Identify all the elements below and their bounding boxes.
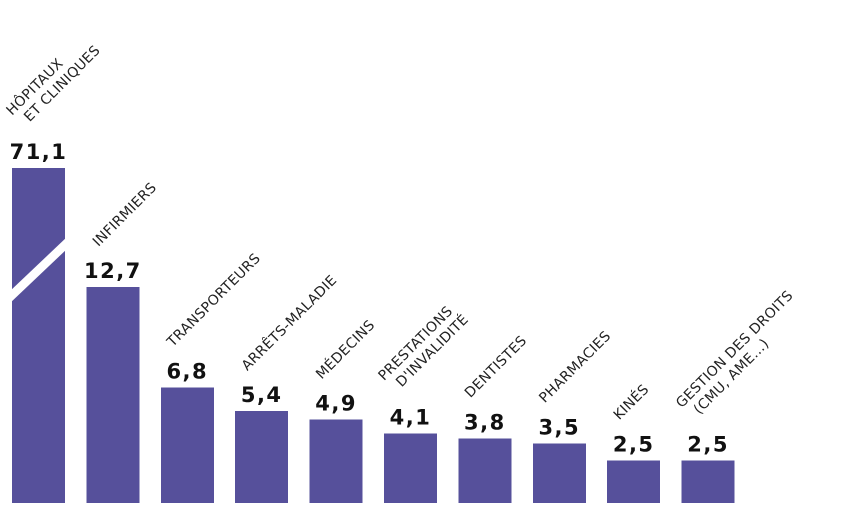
value-label-9: 2,5: [687, 433, 729, 457]
bar-3: [235, 411, 289, 503]
category-label-2: TRANSPORTEURS: [164, 251, 264, 351]
category-label-line: MÉDECINS: [312, 317, 378, 383]
bar-0: [12, 168, 65, 503]
value-label-1: 12,7: [84, 259, 142, 283]
bar-2: [160, 387, 214, 503]
category-label-line: GESTION DES DROITS: [673, 288, 797, 412]
bar-8: [607, 460, 661, 503]
value-label-7: 3,5: [538, 416, 580, 440]
bar-1: [86, 287, 140, 503]
bar-5: [384, 433, 437, 503]
category-label-4: MÉDECINS: [312, 317, 378, 383]
value-label-2: 6,8: [166, 359, 208, 383]
value-label-5: 4,1: [390, 405, 432, 429]
category-label-line: INFIRMIERS: [90, 180, 160, 250]
value-label-8: 2,5: [613, 433, 655, 457]
value-label-3: 5,4: [241, 383, 283, 407]
axis-break-mark: [9, 236, 68, 304]
category-label-1: INFIRMIERS: [90, 180, 160, 250]
bars-layer: [9, 168, 735, 503]
category-label-6: DENTISTES: [462, 333, 530, 401]
category-label-line: KINÉS: [610, 381, 652, 423]
value-labels-layer: 71,1 12,7 6,8 5,4 4,9 4,1 3,8 3,5 2,5 2,5: [10, 140, 729, 457]
bar-9: [681, 460, 735, 503]
value-label-0: 71,1: [10, 140, 68, 164]
category-label-line: TRANSPORTEURS: [164, 251, 264, 351]
bar-6: [458, 438, 512, 503]
category-label-9: GESTION DES DROITS(CMU, AME...): [673, 288, 797, 418]
category-label-line: DENTISTES: [462, 333, 530, 401]
category-label-line: PHARMACIES: [536, 328, 614, 406]
value-label-6: 3,8: [464, 410, 506, 434]
category-label-8: KINÉS: [610, 381, 652, 423]
bar-4: [309, 419, 363, 503]
value-label-4: 4,9: [315, 392, 357, 416]
category-label-7: PHARMACIES: [536, 328, 614, 406]
bar-7: [532, 443, 586, 503]
